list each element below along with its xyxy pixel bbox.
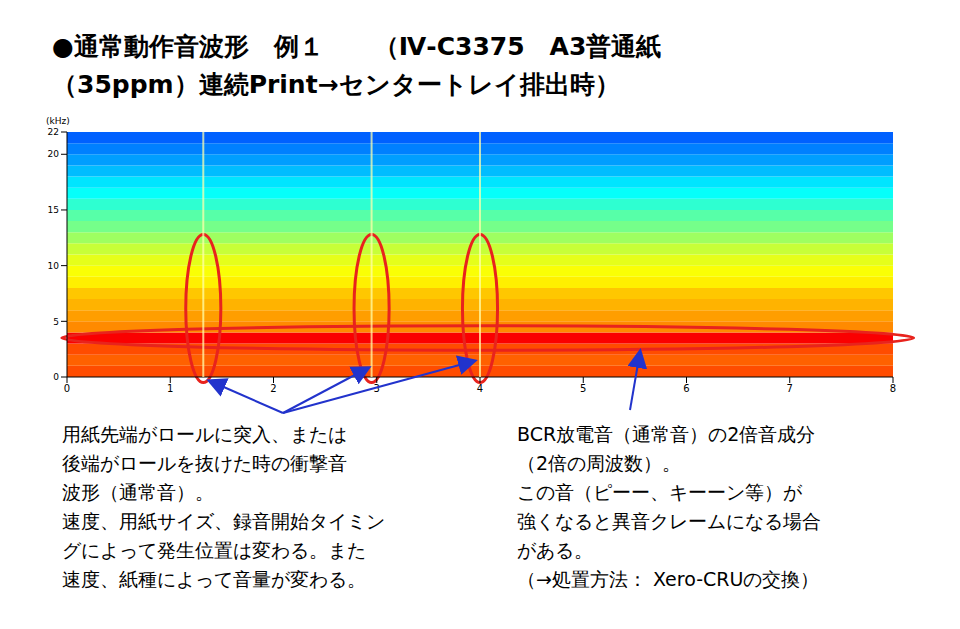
svg-text:5: 5 (53, 317, 59, 327)
svg-text:1: 1 (167, 383, 173, 394)
html-text:速度、用紙サイズ、録音開始タイミン: 速度、用紙サイズ、録音開始タイミン (62, 510, 385, 532)
svg-text:6: 6 (683, 383, 689, 394)
svg-text:4: 4 (477, 383, 483, 394)
html-text:（2倍の周波数）。: （2倍の周波数）。 (517, 452, 682, 474)
html-text:グによって発生位置は変わる。また: グによって発生位置は変わる。また (62, 539, 366, 561)
svg-text:0: 0 (53, 372, 59, 382)
svg-text:3: 3 (374, 383, 380, 394)
svg-text:10: 10 (48, 261, 60, 271)
html-text:●通常動作音波形 例１ （Ⅳ-C3375 A3普通紙: ●通常動作音波形 例１ （Ⅳ-C3375 A3普通紙 (52, 32, 662, 61)
svg-text:0: 0 (64, 383, 70, 394)
svg-text:20: 20 (48, 149, 60, 159)
html-text:用紙先端がロールに突入、または: 用紙先端がロールに突入、または (62, 423, 347, 445)
html-text:この音（ピーー、キーーン等）が: この音（ピーー、キーーン等）が (517, 481, 802, 503)
html-text:(kHz): (kHz) (46, 116, 70, 126)
html-text:速度、紙種によって音量が変わる。: 速度、紙種によって音量が変わる。 (62, 568, 366, 590)
html-text:後端がロールを抜けた時の衝撃音: 後端がロールを抜けた時の衝撃音 (62, 452, 347, 474)
html-text:がある。: がある。 (517, 539, 593, 561)
html-text:波形（通常音）。: 波形（通常音）。 (62, 481, 214, 503)
html-text:BCR放電音（通常音）の2倍音成分: BCR放電音（通常音）の2倍音成分 (517, 423, 816, 445)
html-text:強くなると異音クレームになる場合: 強くなると異音クレームになる場合 (517, 510, 821, 532)
svg-text:8: 8 (890, 383, 896, 394)
html-text:（→処置方法： Xero-CRUの交換）: （→処置方法： Xero-CRUの交換） (517, 568, 820, 590)
html-text:（35ppm）連続Print→センタートレイ排出時）: （35ppm）連続Print→センタートレイ排出時） (52, 70, 620, 99)
svg-text:2: 2 (270, 383, 276, 394)
svg-text:7: 7 (787, 383, 793, 394)
svg-text:5: 5 (580, 383, 586, 394)
svg-text:22: 22 (48, 127, 59, 137)
svg-text:15: 15 (48, 205, 59, 215)
